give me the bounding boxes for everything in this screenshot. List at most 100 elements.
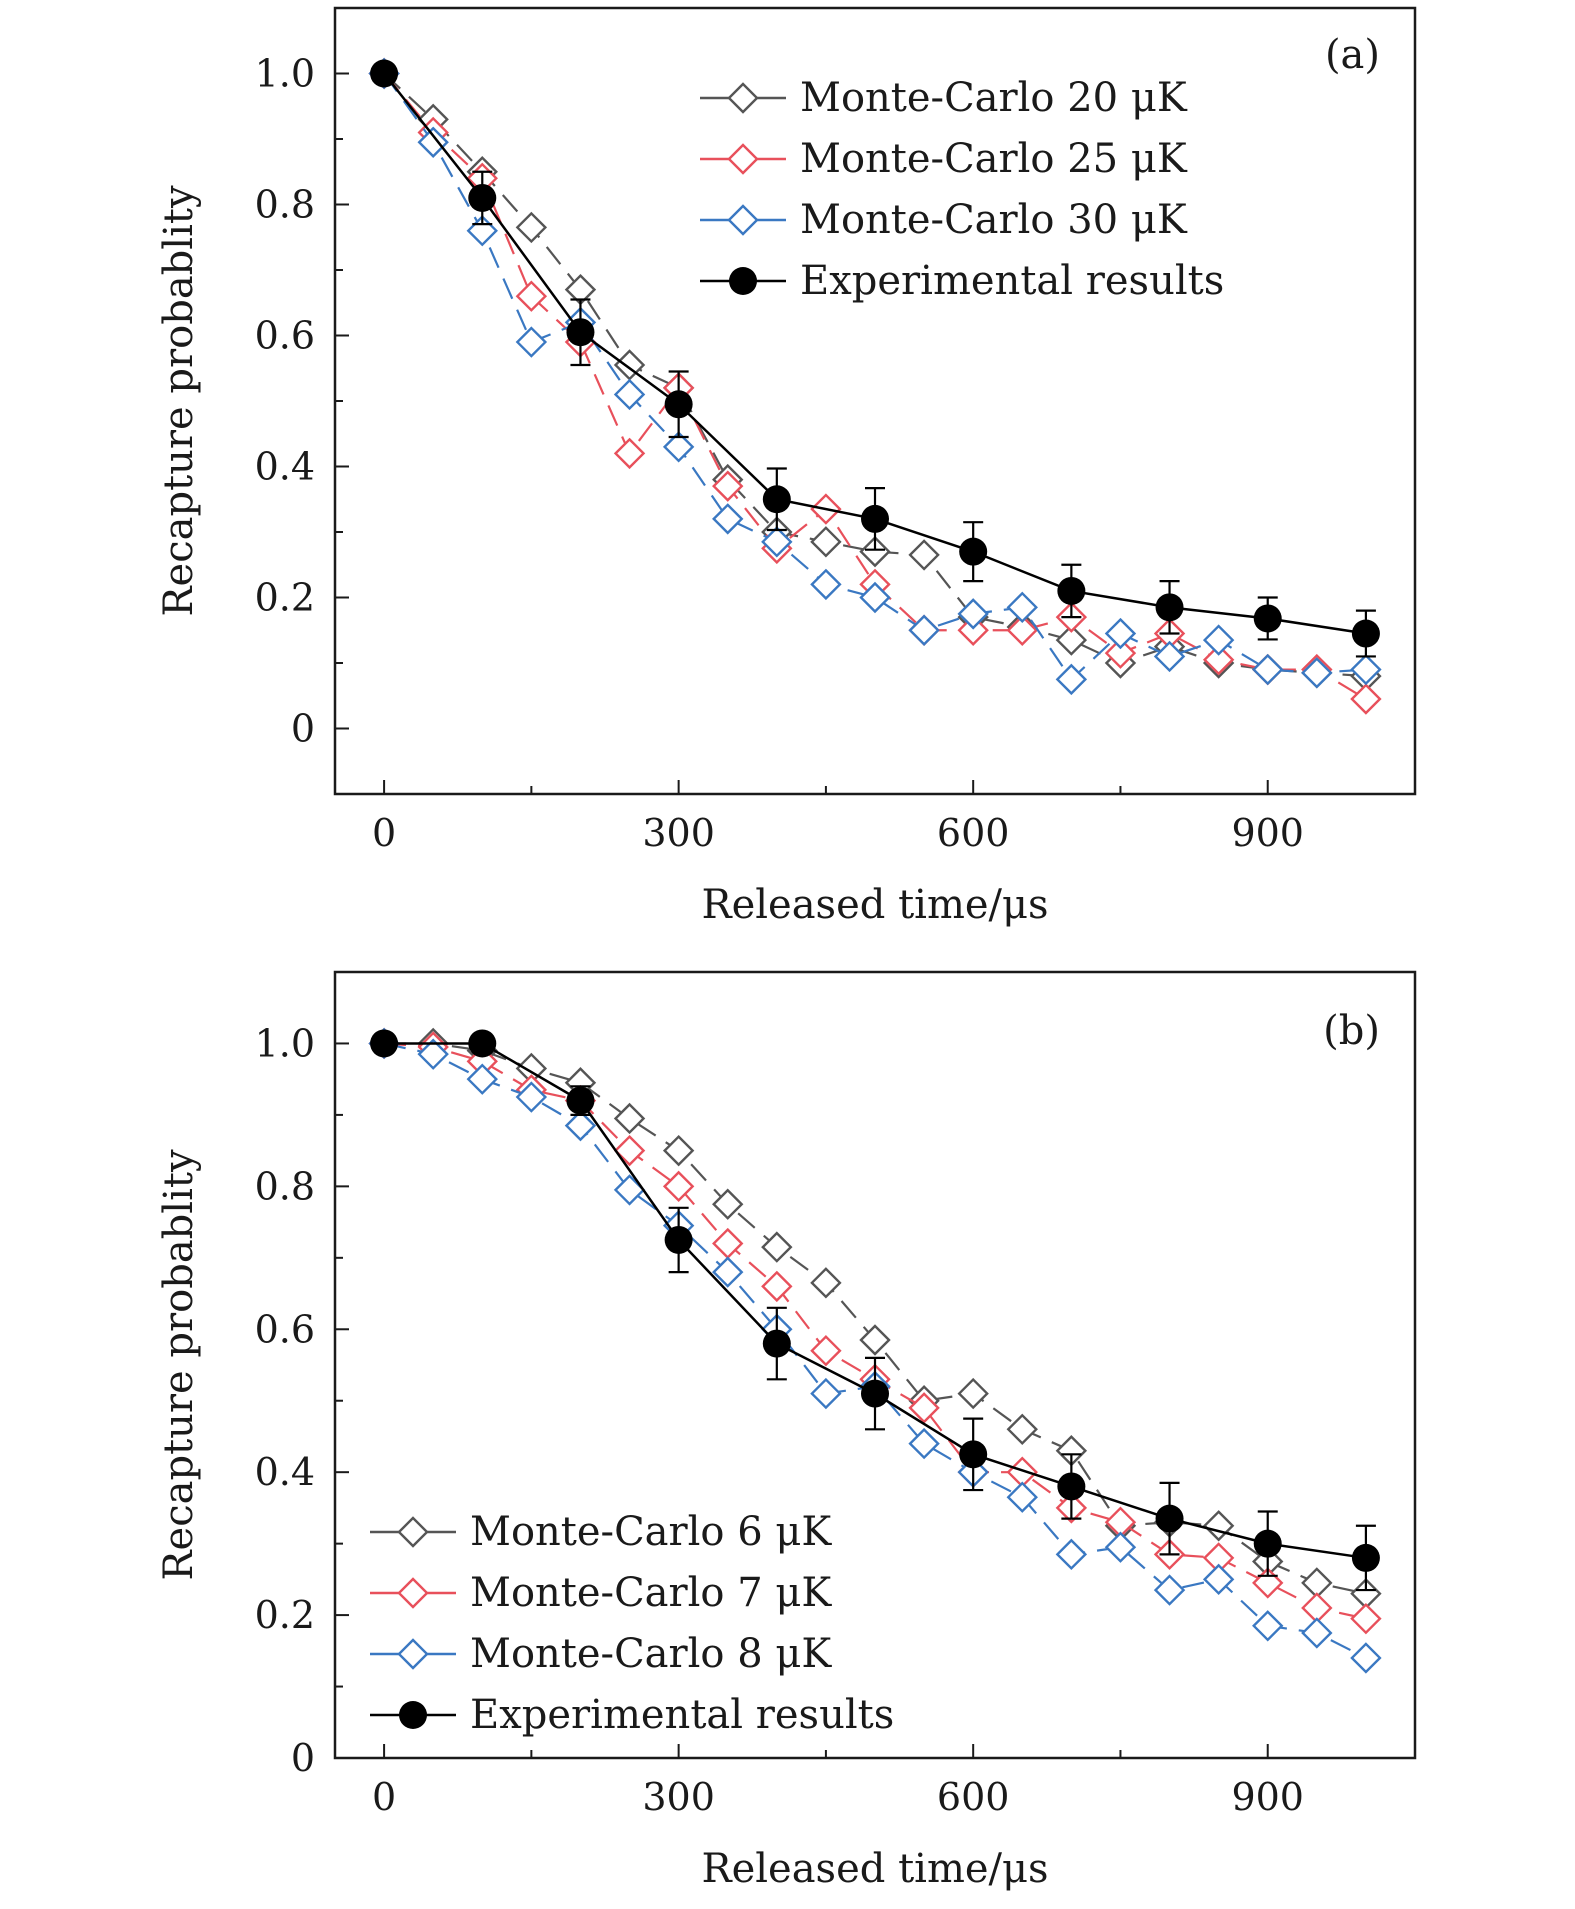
x-axis-title-a: Released time/μs bbox=[701, 882, 1048, 928]
y-tick-label-0-2: 0.2 bbox=[255, 576, 315, 620]
data-point-experimental-results-5 bbox=[861, 504, 889, 533]
data-point-monte-carlo-25-k-17 bbox=[1202, 644, 1235, 676]
data-point-experimental-results-6 bbox=[959, 537, 988, 566]
data-point-experimental-results-2 bbox=[566, 318, 595, 347]
data-point-monte-carlo-25-k-3 bbox=[515, 280, 548, 312]
x-tick-label-900: 900 bbox=[1231, 811, 1304, 855]
panel-label-a: (a) bbox=[1325, 32, 1380, 78]
data-point-experimental-results-1 bbox=[468, 183, 497, 212]
data-point-monte-carlo-8-k-17 bbox=[1202, 1563, 1235, 1596]
data-point-experimental-results-7 bbox=[1057, 1472, 1086, 1501]
data-point-monte-carlo-6-k-9 bbox=[810, 1267, 842, 1299]
x-tick-label-0: 0 bbox=[372, 1775, 396, 1819]
y-tick-label-0-4: 0.4 bbox=[255, 1450, 315, 1494]
data-point-monte-carlo-25-k-13 bbox=[1006, 614, 1038, 646]
legend-marker-monte-carlo-30-k bbox=[727, 204, 759, 236]
tick-labels-a: 0 300 600 900 0 0.2 0.4 0.6 0.8 1.0 bbox=[255, 52, 1304, 856]
data-point-monte-carlo-30-k-10 bbox=[859, 581, 891, 614]
legend-entry-experimental-results: Experimental results bbox=[700, 258, 1224, 304]
data-point-monte-carlo-8-k-19 bbox=[1301, 1617, 1333, 1649]
data-point-monte-carlo-30-k-19 bbox=[1301, 657, 1333, 689]
data-point-experimental-results-6 bbox=[959, 1440, 988, 1469]
data-point-monte-carlo-8-k-1 bbox=[417, 1038, 449, 1070]
data-point-experimental-results-9 bbox=[1253, 1529, 1282, 1558]
data-point-monte-carlo-8-k-5 bbox=[613, 1174, 646, 1206]
ticks-b bbox=[335, 1042, 1416, 1759]
legend-label-monte-carlo-6-k: Monte-Carlo 6 μK bbox=[470, 1509, 832, 1555]
tick-labels-b: 0 300 600 900 0 0.2 0.4 0.6 0.8 1.0 bbox=[255, 1021, 1304, 1819]
legend-marker-experimental-results bbox=[399, 1701, 427, 1729]
data-point-monte-carlo-30-k-17 bbox=[1202, 624, 1235, 656]
data-point-monte-carlo-30-k-6 bbox=[662, 431, 695, 463]
data-point-monte-carlo-7-k-9 bbox=[810, 1335, 842, 1367]
x-tick-label-600: 600 bbox=[937, 1775, 1010, 1819]
legend-entry-monte-carlo-25-k: Monte-Carlo 25 μK bbox=[700, 136, 1188, 182]
legend-b: Monte-Carlo 6 μK Monte-Carlo 7 μK Monte-Ca… bbox=[370, 1509, 894, 1738]
data-point-monte-carlo-6-k-10 bbox=[859, 1324, 891, 1356]
legend-entry-monte-carlo-30-k: Monte-Carlo 30 μK bbox=[700, 197, 1188, 243]
data-point-monte-carlo-25-k-5 bbox=[613, 437, 646, 470]
data-point-monte-carlo-25-k-20 bbox=[1350, 683, 1382, 715]
x-tick-label-0: 0 bbox=[372, 811, 396, 855]
data-point-experimental-results-2 bbox=[566, 1086, 595, 1115]
data-point-monte-carlo-6-k-6 bbox=[662, 1134, 695, 1167]
data-point-experimental-results-7 bbox=[1057, 576, 1086, 605]
chart-panel-b: 0 300 600 900 0 0.2 0.4 0.6 0.8 1.0 (b) Recapture… bbox=[156, 970, 1417, 1892]
legend-entry-experimental-results: Experimental results bbox=[370, 1692, 894, 1738]
data-point-experimental-results-10 bbox=[1351, 619, 1380, 648]
y-tick-label-0-2: 0.2 bbox=[255, 1593, 315, 1637]
ticks-a bbox=[335, 72, 1416, 794]
data-point-monte-carlo-30-k-11 bbox=[908, 614, 940, 646]
data-point-monte-carlo-8-k-4 bbox=[564, 1109, 597, 1142]
data-point-monte-carlo-6-k-12 bbox=[957, 1377, 989, 1410]
data-point-experimental-results-8 bbox=[1155, 593, 1184, 622]
data-point-monte-carlo-8-k-16 bbox=[1153, 1574, 1186, 1606]
legend-label-experimental-results: Experimental results bbox=[470, 1692, 894, 1738]
data-point-monte-carlo-8-k-11 bbox=[908, 1427, 940, 1460]
legend-label-monte-carlo-30-k: Monte-Carlo 30 μK bbox=[800, 197, 1188, 243]
y-axis-title-b: Recapture probablity bbox=[156, 1149, 202, 1581]
data-point-monte-carlo-30-k-15 bbox=[1104, 617, 1137, 650]
legend-label-monte-carlo-20-k: Monte-Carlo 20 μK bbox=[800, 75, 1188, 121]
series-layer-a bbox=[368, 57, 1382, 715]
y-tick-label-0-6: 0.6 bbox=[255, 1307, 315, 1351]
data-point-monte-carlo-8-k-2 bbox=[466, 1063, 498, 1095]
data-point-experimental-results-3 bbox=[664, 390, 693, 419]
series-line-monte-carlo-30-k bbox=[383, 72, 1366, 682]
x-axis-title-b: Released time/μs bbox=[701, 1846, 1048, 1892]
data-point-monte-carlo-6-k-8 bbox=[761, 1231, 793, 1263]
data-point-monte-carlo-20-k-14 bbox=[1055, 624, 1088, 656]
data-point-monte-carlo-8-k-3 bbox=[515, 1081, 548, 1113]
legend-marker-monte-carlo-6-k bbox=[397, 1516, 429, 1548]
data-point-experimental-results-1 bbox=[468, 1029, 497, 1058]
data-point-experimental-results-3 bbox=[664, 1225, 693, 1254]
data-point-monte-carlo-25-k-15 bbox=[1104, 637, 1137, 669]
data-point-monte-carlo-30-k-16 bbox=[1153, 640, 1186, 673]
data-point-monte-carlo-7-k-8 bbox=[761, 1270, 793, 1303]
data-point-experimental-results-5 bbox=[861, 1379, 889, 1408]
data-point-monte-carlo-8-k-15 bbox=[1104, 1531, 1137, 1563]
data-point-monte-carlo-6-k-13 bbox=[1006, 1413, 1038, 1446]
legend-marker-monte-carlo-8-k bbox=[397, 1638, 429, 1670]
data-point-monte-carlo-30-k-7 bbox=[712, 503, 744, 535]
data-point-experimental-results-8 bbox=[1155, 1504, 1184, 1533]
data-point-monte-carlo-30-k-5 bbox=[613, 378, 646, 411]
legend-entry-monte-carlo-6-k: Monte-Carlo 6 μK bbox=[370, 1509, 832, 1555]
legend-label-experimental-results: Experimental results bbox=[800, 258, 1224, 304]
data-point-monte-carlo-30-k-18 bbox=[1252, 653, 1284, 686]
x-tick-label-900: 900 bbox=[1231, 1775, 1304, 1819]
data-point-monte-carlo-30-k-12 bbox=[957, 598, 989, 630]
y-tick-label-0: 0 bbox=[291, 707, 315, 751]
x-tick-label-300: 300 bbox=[642, 811, 715, 855]
series-layer-b bbox=[368, 1027, 1382, 1674]
data-point-monte-carlo-6-k-5 bbox=[613, 1102, 646, 1135]
data-point-experimental-results-4 bbox=[762, 485, 791, 514]
data-point-monte-carlo-30-k-14 bbox=[1055, 663, 1088, 696]
data-point-monte-carlo-30-k-13 bbox=[1006, 591, 1038, 624]
data-point-monte-carlo-6-k-7 bbox=[712, 1188, 744, 1220]
data-point-monte-carlo-8-k-14 bbox=[1055, 1538, 1088, 1571]
y-tick-label-0-6: 0.6 bbox=[255, 314, 315, 358]
series-line-experimental-results bbox=[384, 1042, 1367, 1560]
data-point-monte-carlo-7-k-5 bbox=[613, 1134, 646, 1167]
